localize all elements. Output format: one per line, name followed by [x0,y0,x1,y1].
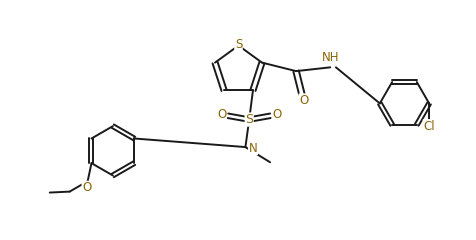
Text: O: O [82,181,91,194]
Text: O: O [298,94,307,107]
Text: S: S [245,113,253,126]
Text: N: N [248,142,257,155]
Text: NH: NH [321,51,338,64]
Text: O: O [217,108,226,121]
Text: O: O [271,108,281,121]
Text: S: S [234,38,242,51]
Text: Cl: Cl [422,120,434,133]
